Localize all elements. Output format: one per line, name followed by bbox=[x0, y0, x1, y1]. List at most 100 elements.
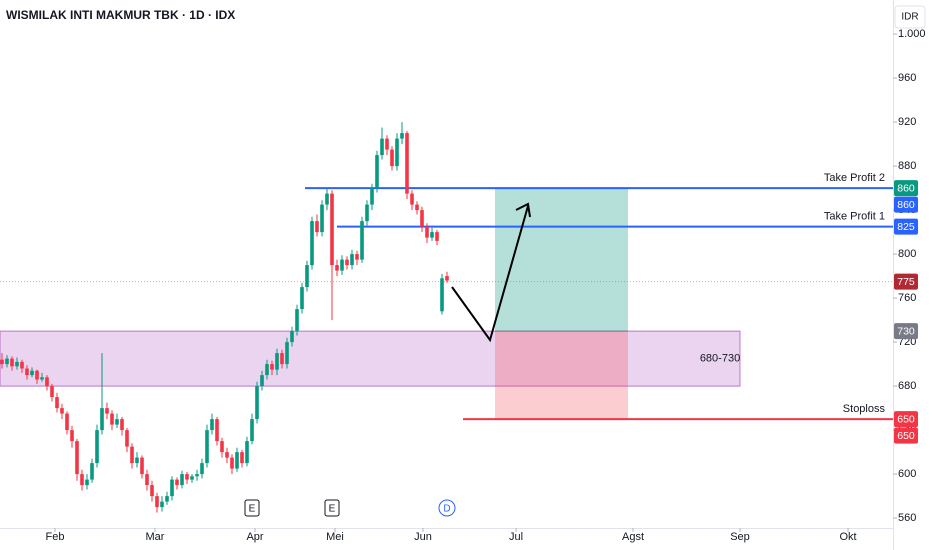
price-badge bbox=[894, 218, 918, 235]
candle-body bbox=[250, 419, 254, 442]
candle-body bbox=[185, 474, 189, 480]
candle-body bbox=[225, 452, 229, 458]
y-tick-label: 600 bbox=[898, 468, 916, 480]
candle-body bbox=[170, 479, 174, 497]
candle-body bbox=[100, 408, 104, 431]
candle-body bbox=[120, 419, 124, 431]
zone-label: 680-730 bbox=[700, 353, 740, 365]
candle-body bbox=[30, 370, 34, 376]
candle-body bbox=[355, 254, 359, 260]
candle-body bbox=[235, 452, 239, 469]
candle-body bbox=[125, 430, 129, 447]
candle-body bbox=[345, 259, 349, 266]
candle-body bbox=[195, 474, 199, 477]
candle-body bbox=[140, 457, 144, 475]
candle-body bbox=[365, 204, 369, 222]
event-label: E bbox=[329, 504, 336, 515]
y-tick-label: 960 bbox=[898, 72, 916, 84]
candle-body bbox=[335, 265, 339, 271]
candle-body bbox=[205, 430, 209, 464]
x-tick-label: Sep bbox=[730, 531, 750, 543]
level-label: Take Profit 1 bbox=[824, 211, 885, 223]
candle-body bbox=[25, 368, 29, 376]
candle-body bbox=[415, 204, 419, 211]
candle-body bbox=[440, 278, 444, 312]
candle-body bbox=[150, 485, 154, 497]
candle-body bbox=[190, 476, 194, 480]
candle-body bbox=[245, 441, 249, 464]
candle-body bbox=[375, 155, 379, 189]
candle-body bbox=[20, 361, 24, 369]
price-badge bbox=[894, 273, 918, 290]
candle-body bbox=[220, 441, 224, 453]
candle-body bbox=[275, 353, 279, 370]
stop-area bbox=[495, 331, 628, 420]
candle-body bbox=[50, 386, 54, 398]
candle-body bbox=[110, 413, 114, 425]
candle-body bbox=[75, 441, 79, 475]
candle-body bbox=[95, 430, 99, 464]
price-badge-label: 730 bbox=[897, 325, 915, 337]
event-label: E bbox=[249, 504, 256, 515]
candle-body bbox=[295, 309, 299, 332]
candle-body bbox=[175, 479, 179, 486]
candle-body bbox=[35, 370, 39, 380]
candle-body bbox=[60, 408, 64, 414]
candle-body bbox=[385, 138, 389, 150]
candle-body bbox=[305, 265, 309, 288]
candle-body bbox=[130, 446, 134, 464]
target-area bbox=[495, 188, 628, 332]
candle-body bbox=[215, 419, 219, 442]
price-badge bbox=[894, 411, 918, 428]
candle-body bbox=[90, 463, 94, 480]
y-tick-label: 1.000 bbox=[898, 28, 926, 40]
candle-body bbox=[430, 232, 434, 238]
candle-body bbox=[55, 397, 59, 409]
price-badge bbox=[894, 323, 918, 340]
x-tick-label: Apr bbox=[246, 531, 263, 543]
candle-body bbox=[65, 413, 69, 431]
price-badge-label: 775 bbox=[897, 276, 915, 288]
candle-body bbox=[370, 188, 374, 205]
level-label: Take Profit 2 bbox=[824, 172, 885, 184]
price-badge bbox=[894, 180, 918, 197]
candle-body bbox=[445, 276, 449, 281]
candle-body bbox=[310, 221, 314, 266]
y-tick-label: 760 bbox=[898, 292, 916, 304]
price-badge-label: 825 bbox=[897, 221, 915, 233]
candle-body bbox=[435, 232, 439, 241]
x-tick-label: Mei bbox=[326, 531, 344, 543]
currency-box[interactable] bbox=[894, 5, 926, 29]
candle-body bbox=[420, 210, 424, 227]
candle-body bbox=[350, 254, 354, 266]
y-tick-label: 560 bbox=[898, 512, 916, 524]
candle-body bbox=[85, 479, 89, 486]
candle-body bbox=[230, 457, 234, 469]
arrow-head bbox=[515, 202, 531, 218]
candle-body bbox=[325, 193, 329, 205]
candle-body bbox=[240, 452, 244, 464]
support-zone bbox=[0, 330, 741, 387]
candle-body bbox=[70, 430, 74, 442]
x-tick-label: Jul bbox=[509, 531, 523, 543]
arrow bbox=[451, 205, 529, 343]
x-tick-label: Feb bbox=[46, 531, 65, 543]
candle-body bbox=[10, 358, 14, 367]
candle-body bbox=[390, 149, 394, 167]
candle-body bbox=[315, 221, 319, 233]
price-badge-label: 650 bbox=[897, 430, 915, 442]
candle-body bbox=[40, 377, 44, 380]
candle-body bbox=[280, 353, 284, 365]
price-badge-label: 860 bbox=[897, 182, 915, 194]
candle-body bbox=[425, 226, 429, 238]
candle-body bbox=[135, 457, 139, 464]
candle-body bbox=[210, 419, 214, 431]
candle-body bbox=[380, 138, 384, 156]
price-badge-label: 860 bbox=[897, 199, 915, 211]
candle-body bbox=[80, 474, 84, 486]
y-tick-label: 880 bbox=[898, 160, 916, 172]
x-tick-label: Agst bbox=[622, 531, 644, 543]
candle-body bbox=[340, 259, 344, 271]
candle-body bbox=[180, 474, 184, 486]
